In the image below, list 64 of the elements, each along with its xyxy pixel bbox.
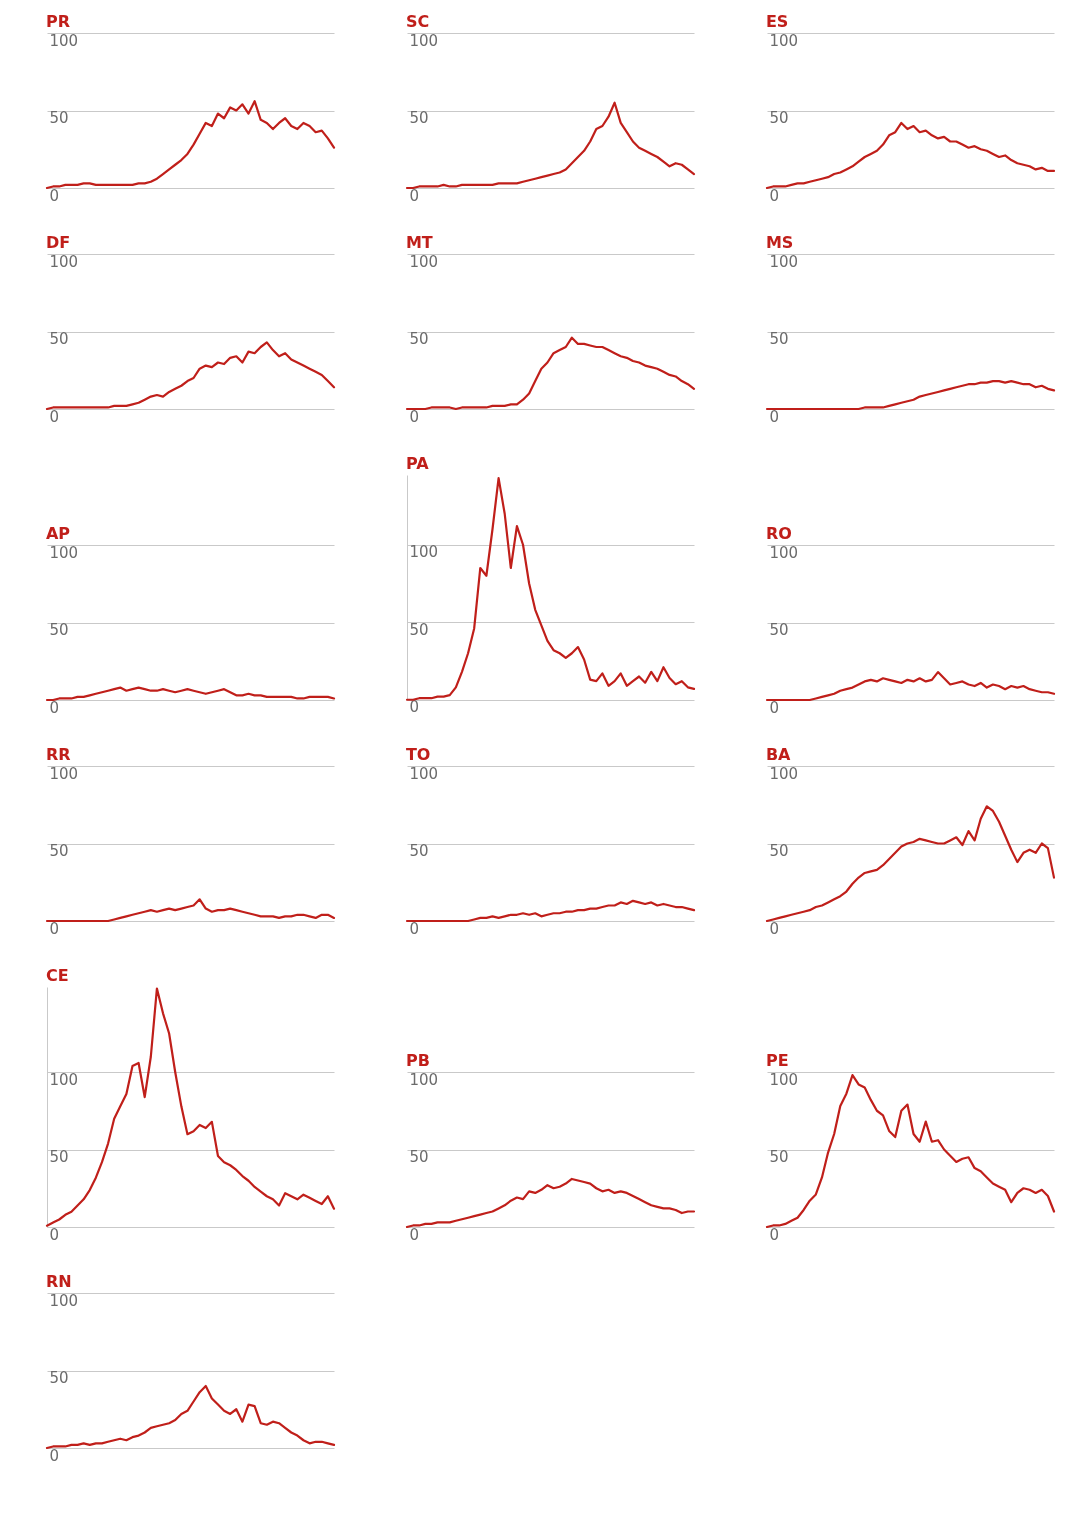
y-tick-label: 100: [49, 1291, 79, 1310]
y-tick-label: 0: [409, 407, 420, 426]
y-tick-label: 100: [409, 252, 439, 271]
y-tick-label: 0: [769, 698, 780, 717]
y-tick-label: 50: [49, 841, 69, 860]
y-tick-label: 100: [49, 252, 79, 271]
chart-title: ES: [765, 12, 789, 31]
y-tick-label: 50: [49, 1148, 69, 1166]
y-tick-label: 50: [409, 1148, 429, 1166]
y-tick-label: 50: [49, 1369, 69, 1387]
y-tick-label: 50: [769, 620, 789, 639]
y-tick-label: 0: [769, 407, 780, 426]
chart-title: BA: [765, 744, 792, 764]
y-tick-label: 0: [49, 919, 60, 938]
chart-title: RO: [765, 523, 792, 543]
chart-title: DF: [45, 233, 71, 252]
chart-title: PA: [405, 454, 430, 473]
chart-title: RR: [45, 744, 71, 764]
y-tick-label: 100: [769, 543, 799, 562]
y-tick-label: 50: [49, 620, 69, 639]
y-tick-label: 0: [769, 919, 780, 938]
y-tick-label: 100: [49, 1070, 79, 1089]
y-tick-label: 50: [409, 841, 429, 860]
y-tick-label: 100: [409, 1070, 439, 1089]
y-tick-label: 0: [49, 407, 60, 426]
y-tick-label: 0: [49, 698, 60, 717]
y-tick-label: 0: [49, 1225, 60, 1244]
y-tick-label: 0: [409, 919, 420, 938]
chart-title: SC: [405, 12, 430, 31]
y-tick-label: 100: [49, 543, 79, 562]
y-tick-label: 0: [409, 698, 420, 717]
y-tick-label: 0: [49, 1446, 60, 1465]
y-tick-label: 100: [409, 764, 439, 783]
y-tick-label: 100: [49, 31, 79, 50]
y-tick-label: 100: [409, 543, 439, 562]
chart-title: PR: [45, 12, 70, 31]
y-tick-label: 0: [769, 186, 780, 205]
y-tick-label: 50: [409, 620, 429, 639]
y-tick-label: 100: [769, 1070, 799, 1089]
y-tick-label: 0: [769, 1225, 780, 1244]
y-tick-label: 100: [769, 764, 799, 783]
chart-title: RN: [45, 1272, 72, 1291]
y-tick-label: 50: [769, 841, 789, 860]
y-tick-label: 0: [409, 186, 420, 205]
y-tick-label: 100: [409, 31, 439, 50]
y-tick-label: 50: [409, 330, 429, 348]
y-tick-label: 50: [769, 109, 789, 127]
y-tick-label: 50: [49, 330, 69, 348]
y-tick-label: 50: [769, 1148, 789, 1166]
chart-title: AP: [45, 523, 71, 543]
y-tick-label: 50: [49, 109, 69, 127]
chart-title: MS: [765, 233, 794, 252]
y-tick-label: 50: [769, 330, 789, 348]
chart-title: TO: [405, 744, 431, 764]
y-tick-label: 0: [409, 1225, 420, 1244]
y-tick-label: 100: [49, 764, 79, 783]
chart-title: CE: [45, 965, 69, 985]
y-tick-label: 100: [769, 31, 799, 50]
chart-title: PE: [765, 1051, 789, 1070]
y-tick-label: 0: [49, 186, 60, 205]
y-tick-label: 100: [769, 252, 799, 271]
chart-title: MT: [405, 233, 433, 252]
y-tick-label: 50: [409, 109, 429, 127]
chart-title: PB: [405, 1051, 430, 1070]
